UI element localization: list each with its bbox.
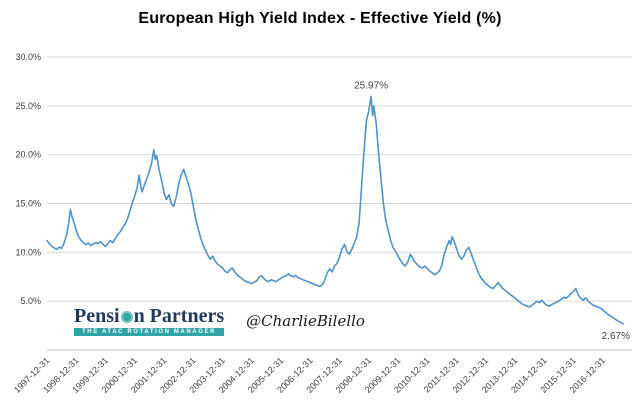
y-axis-tick-label: 25.0%	[15, 101, 41, 111]
watermark: Pensi n Partners THE ATAC ROTATION MANAGE…	[74, 305, 365, 336]
brand-tagline: THE ATAC ROTATION MANAGER	[74, 328, 225, 336]
brand-prefix: Pensi	[74, 305, 120, 327]
brand-suffix: n Partners	[133, 305, 225, 327]
y-axis-tick-label: 15.0%	[15, 199, 41, 209]
brand-logo: Pensi n Partners THE ATAC ROTATION MANAGE…	[74, 305, 225, 336]
logo-circle-icon	[120, 311, 133, 323]
y-axis-tick-label: 10.0%	[15, 247, 41, 257]
y-axis-tick-label: 5.0%	[20, 296, 41, 306]
y-axis-tick-label: 30.0%	[15, 52, 41, 62]
brand-name: Pensi n Partners	[74, 305, 224, 327]
twitter-handle: @CharlieBilello	[246, 312, 365, 330]
yield-line-series	[46, 95, 625, 325]
chart-title: European High Yield Index - Effective Yi…	[138, 10, 502, 27]
y-axis-tick-label: 20.0%	[15, 150, 41, 160]
annotation-peak-value: 25.97%	[354, 80, 388, 91]
annotation-last-value: 2.67%	[602, 331, 630, 342]
